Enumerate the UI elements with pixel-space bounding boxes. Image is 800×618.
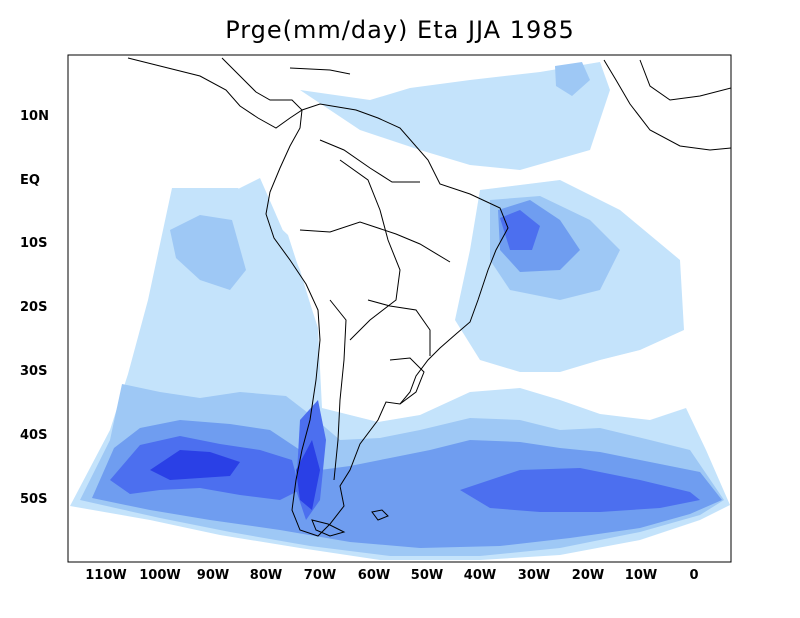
lon-label-110w: 110W: [85, 568, 127, 583]
lon-label-10w: 10W: [624, 568, 658, 583]
map-frame: [67, 54, 732, 563]
lon-label-80w: 80W: [249, 568, 283, 583]
country-border: [339, 159, 401, 341]
precip-fill-level5: [150, 440, 320, 510]
lat-label-50s: 50S: [20, 492, 48, 507]
lon-label-100w: 100W: [139, 568, 181, 583]
country-border: [299, 221, 451, 263]
caribbean-islands: [289, 67, 351, 75]
lon-label-0: 0: [689, 568, 699, 583]
country-border: [329, 299, 347, 481]
lon-label-90w: 90W: [196, 568, 230, 583]
africa-coastline: [603, 59, 731, 151]
lat-label-40s: 40S: [20, 428, 48, 443]
lon-label-50w: 50W: [410, 568, 444, 583]
falkland-islands: [371, 509, 389, 521]
lon-label-60w: 60W: [357, 568, 391, 583]
lon-label-30w: 30W: [517, 568, 551, 583]
lat-label-10n: 10N: [20, 109, 49, 124]
country-border: [367, 299, 431, 356]
lat-label-20s: 20S: [20, 300, 48, 315]
lon-label-70w: 70W: [303, 568, 337, 583]
lat-label-eq: EQ: [20, 173, 40, 188]
africa-border: [639, 59, 731, 101]
tierra-del-fuego: [311, 519, 346, 537]
south-america-coastline: [265, 103, 509, 537]
coastline-layer: [127, 57, 731, 537]
map-title: Prge(mm/day) Eta JJA 1985: [225, 16, 575, 44]
lat-label-10s: 10S: [20, 236, 48, 251]
country-border: [319, 139, 420, 183]
country-border: [389, 357, 425, 405]
lon-label-20w: 20W: [571, 568, 605, 583]
lat-label-30s: 30S: [20, 364, 48, 379]
central-america-coastline: [127, 57, 303, 129]
lon-label-40w: 40W: [463, 568, 497, 583]
